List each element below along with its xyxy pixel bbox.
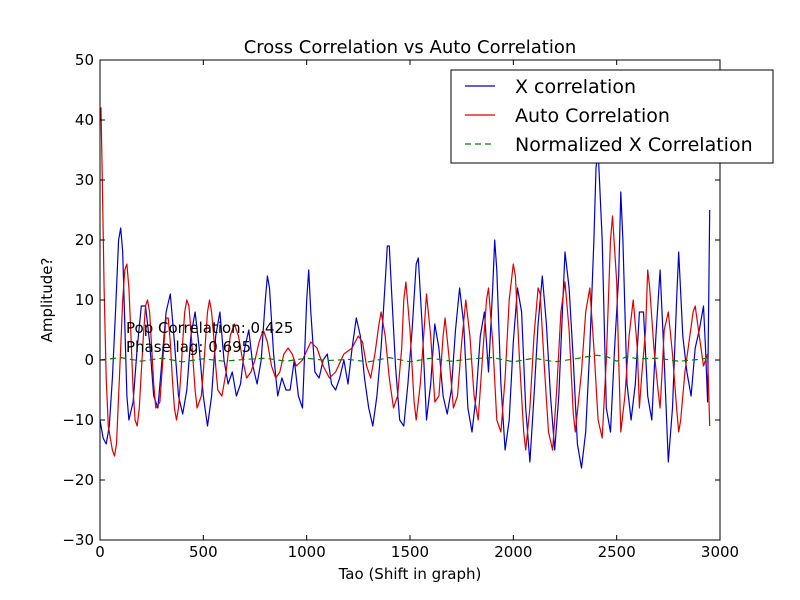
y-tick-label: 0: [84, 351, 94, 369]
x-tick-label: 0: [95, 543, 105, 561]
y-tick-label: −10: [62, 411, 94, 429]
x-tick-label: 1000: [288, 543, 326, 561]
pop-correlation-annotation: Pop Correlation: 0.425: [126, 319, 293, 337]
legend-label-x-correlation: X correlation: [515, 76, 636, 98]
y-tick-label: 30: [75, 171, 94, 189]
y-tick-label: 50: [75, 51, 94, 69]
series-line-normalized-x-correlation: [100, 354, 710, 363]
y-tick-label: 10: [75, 291, 94, 309]
x-axis-label: Tao (Shift in graph): [338, 565, 482, 583]
legend: X correlation Auto Correlation Normalize…: [450, 69, 774, 164]
legend-label-auto-correlation: Auto Correlation: [515, 105, 670, 127]
phase-lag-annotation: Phase lag: 0.695: [126, 338, 251, 356]
tick-layer: 0 500 1000 1500 2000 2500 3000 −30 −20 −10 0 10 20 30…: [62, 51, 739, 561]
x-tick-label: 1500: [391, 543, 429, 561]
legend-box: [450, 69, 774, 164]
y-axis-label: Amplitude?: [38, 258, 56, 343]
series-line-auto-correlation: [100, 107, 711, 457]
x-tick-label: 2000: [494, 543, 532, 561]
series-line-x-correlation: [100, 149, 711, 469]
series-layer: [100, 107, 711, 469]
y-tick-label: −20: [62, 471, 94, 489]
x-tick-label: 3000: [701, 543, 739, 561]
y-tick-label: 20: [75, 231, 94, 249]
annotations: Pop Correlation: 0.425 Phase lag: 0.695: [126, 319, 293, 356]
x-tick-label: 2500: [598, 543, 636, 561]
chart-title: Cross Correlation vs Auto Correlation: [244, 37, 577, 58]
legend-label-normalized-x-correlation: Normalized X Correlation: [515, 134, 753, 156]
x-tick-label: 500: [189, 543, 218, 561]
y-tick-label: −30: [62, 531, 94, 549]
y-tick-label: 40: [75, 111, 94, 129]
